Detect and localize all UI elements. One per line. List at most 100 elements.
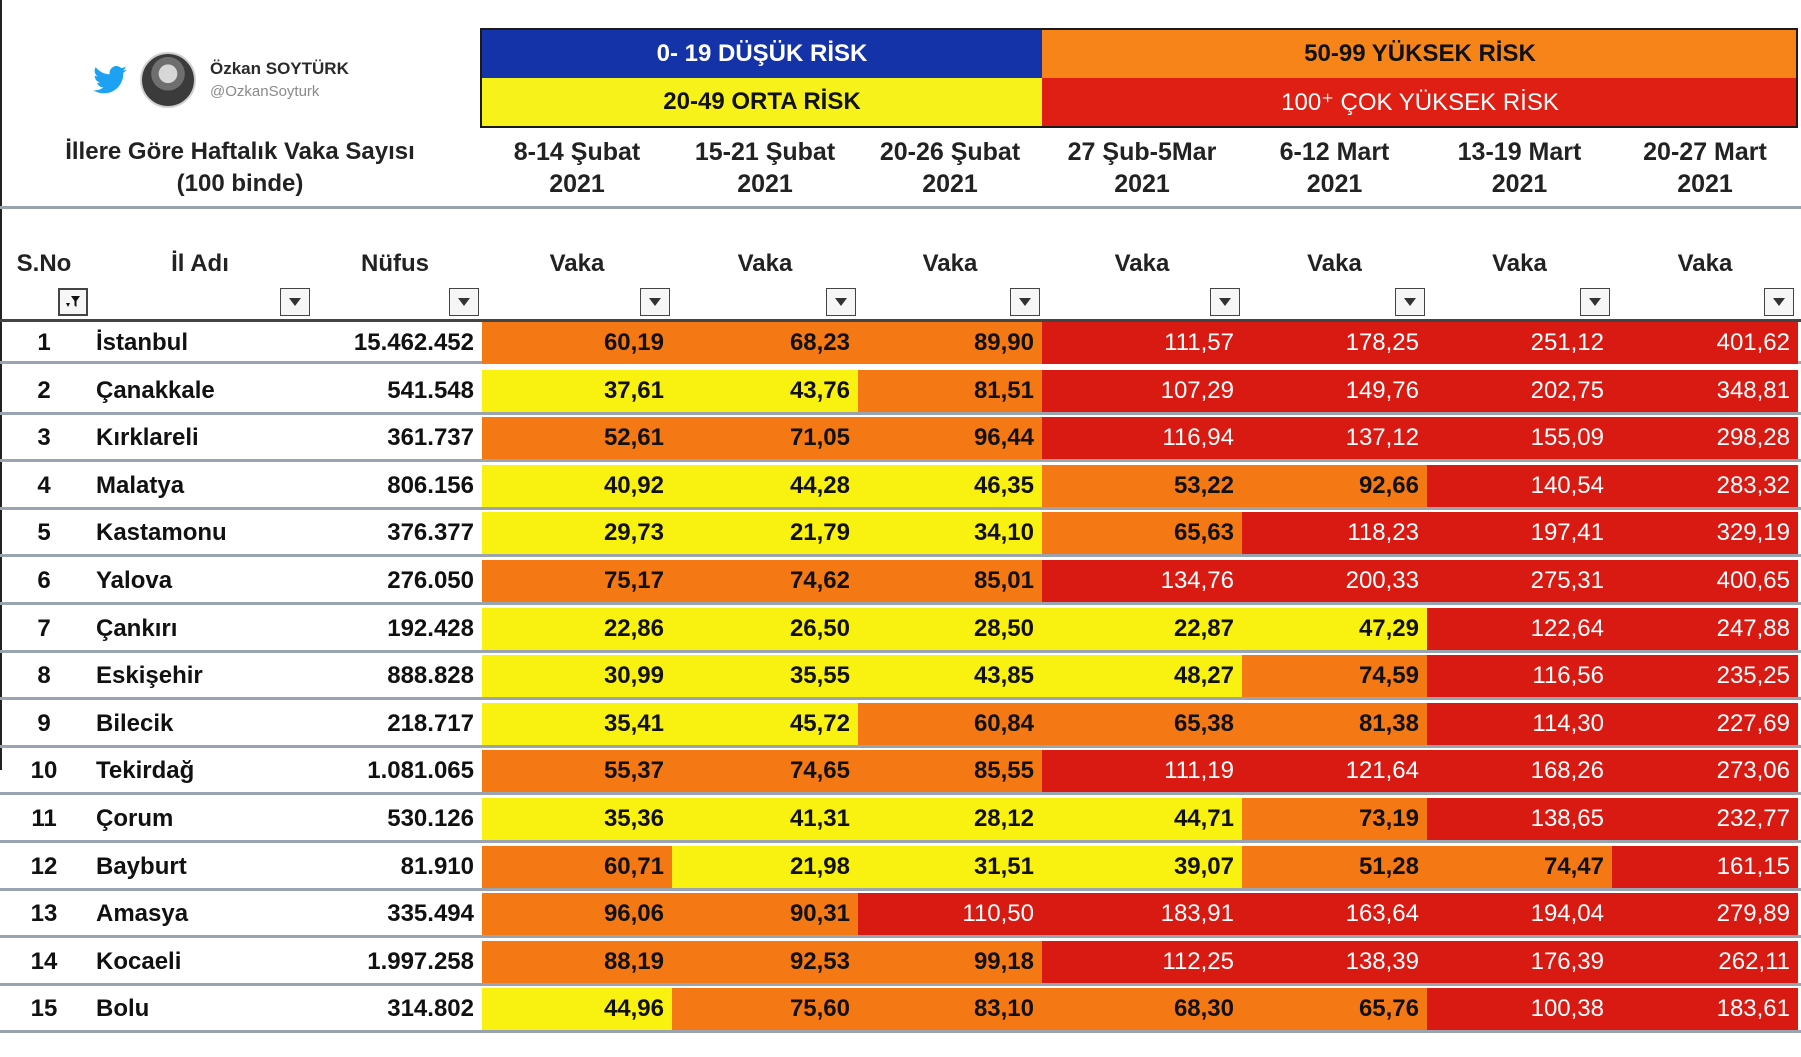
province-name: Bilecik [96,709,174,737]
table-row: 1 İstanbul 15.462.452 60,19 68,23 89,90 111,57… [0,319,1801,364]
case-rate-week-6: 74,47 [1427,845,1612,888]
population-value: 888.828 [387,662,474,690]
case-rate-week-2: 68,23 [672,322,858,364]
table-row: 12 Bayburt 81.910 60,71 21,98 31,51 39,07 51,28… [0,845,1801,891]
author-handle: @OzkanSoyturk [210,83,320,100]
case-rate-week-1: 29,73 [482,512,672,555]
sort-filter-button-no[interactable] [58,288,88,316]
table-title-line2: (100 binde) [176,170,304,197]
case-rate-week-1: 96,06 [482,893,672,936]
case-rate-week-2: 35,55 [672,655,858,698]
row-number: 11 [31,805,57,832]
case-rate-week-4: 107,29 [1042,369,1242,412]
case-rate-week-6: 114,30 [1427,702,1612,745]
case-rate-week-4: 116,94 [1042,417,1242,460]
province-name: Bolu [96,995,150,1023]
dropdown-arrow-icon [1219,298,1231,306]
case-rate-week-6: 176,39 [1427,940,1612,983]
case-rate-week-6: 138,65 [1427,798,1612,840]
filter-button-week-6[interactable] [1580,288,1610,316]
case-rate-week-1: 88,19 [482,940,672,983]
filter-button-week-5[interactable] [1395,288,1425,316]
case-rate-week-7: 279,89 [1612,893,1798,936]
case-rate-week-2: 45,72 [672,702,858,745]
case-rate-week-2: 90,31 [672,893,858,936]
population-value: 361.737 [387,424,474,452]
case-rate-week-6: 122,64 [1427,607,1612,650]
filter-button-week-7[interactable] [1764,288,1794,316]
column-header-week-7: Vaka [1677,250,1733,277]
row-number: 5 [37,519,51,547]
week-header-1-range: 8-14 Şubat [513,138,641,166]
case-rate-week-3: 31,51 [858,845,1042,888]
case-rate-week-6: 140,54 [1427,464,1612,507]
column-header-week-3: Vaka [922,250,978,277]
table-row: 10 Tekirdağ 1.081.065 55,37 74,65 85,55 111,19… [0,750,1801,796]
case-rate-week-5: 92,66 [1242,464,1427,507]
province-name: Tekirdağ [96,757,195,785]
case-rate-week-2: 26,50 [672,607,858,650]
column-header-week-4: Vaka [1114,250,1170,277]
sort-filter-icon [66,296,80,307]
row-number: 13 [30,900,58,928]
dropdown-arrow-icon [289,298,301,306]
case-rate-week-7: 298,28 [1612,417,1798,460]
case-rate-week-4: 111,19 [1042,750,1242,793]
author-block: Özkan SOYTÜRK @OzkanSoyturk [90,42,349,117]
case-rate-week-5: 138,39 [1242,940,1427,983]
case-rate-week-4: 68,30 [1042,988,1242,1031]
case-rate-week-4: 111,57 [1042,322,1242,364]
filter-button-name[interactable] [280,288,310,316]
case-rate-week-2: 21,79 [672,512,858,555]
case-rate-week-7: 273,06 [1612,750,1798,793]
row-number: 8 [37,662,51,690]
province-name: Çankırı [96,614,178,642]
case-rate-week-7: 235,25 [1612,655,1798,698]
case-rate-week-3: 34,10 [858,512,1042,555]
week-header-4: 27 Şub-5Mar 2021 [1042,136,1242,200]
case-rate-week-2: 44,28 [672,464,858,507]
case-rate-week-7: 183,61 [1612,988,1798,1031]
filter-button-week-2[interactable] [826,288,856,316]
header-divider [0,206,1801,209]
column-header-population: Nüfus [361,250,429,277]
filter-button-week-1[interactable] [640,288,670,316]
row-number: 9 [37,709,51,737]
week-header-2-range: 15-21 Şubat [694,138,836,166]
case-rate-week-5: 81,38 [1242,702,1427,745]
row-number: 1 [37,329,51,356]
case-rate-week-1: 35,41 [482,702,672,745]
dropdown-arrow-icon [458,298,470,306]
table-title-line1: İllere Göre Haftalık Vaka Sayısı [65,138,415,165]
filter-button-week-4[interactable] [1210,288,1240,316]
case-rate-week-1: 37,61 [482,369,672,412]
case-rate-week-6: 116,56 [1427,655,1612,698]
case-rate-week-3: 89,90 [858,322,1042,364]
week-header-2-year: 2021 [737,170,793,198]
case-rate-week-5: 118,23 [1242,512,1427,555]
week-header-5-year: 2021 [1306,170,1363,198]
week-header-1: 8-14 Şubat 2021 [482,136,672,200]
population-value: 314.802 [387,995,474,1023]
population-value: 15.462.452 [353,329,474,356]
case-rate-week-5: 51,28 [1242,845,1427,888]
row-number: 15 [30,995,58,1023]
author-name: Özkan SOYTÜRK [210,59,349,78]
case-rate-week-5: 149,76 [1242,369,1427,412]
case-rate-week-6: 251,12 [1427,322,1612,364]
population-value: 81.910 [400,852,474,880]
province-name: Malatya [96,471,185,499]
case-rate-week-3: 110,50 [858,893,1042,936]
table-row: 14 Kocaeli 1.997.258 88,19 92,53 99,18 112,25 1… [0,940,1801,986]
week-header-3: 20-26 Şubat 2021 [858,136,1042,200]
filter-button-population[interactable] [449,288,479,316]
column-header-no: S.No [16,250,72,277]
case-rate-week-1: 60,71 [482,845,672,888]
case-rate-week-7: 247,88 [1612,607,1798,650]
column-header-week-1: Vaka [549,250,605,277]
filter-button-week-3[interactable] [1010,288,1040,316]
case-rate-week-3: 83,10 [858,988,1042,1031]
table-row: 13 Amasya 335.494 96,06 90,31 110,50 183,91 163… [0,893,1801,939]
table-row: 2 Çanakkale 541.548 37,61 43,76 81,51 107,29 14… [0,369,1801,415]
case-rate-week-1: 75,17 [482,560,672,602]
